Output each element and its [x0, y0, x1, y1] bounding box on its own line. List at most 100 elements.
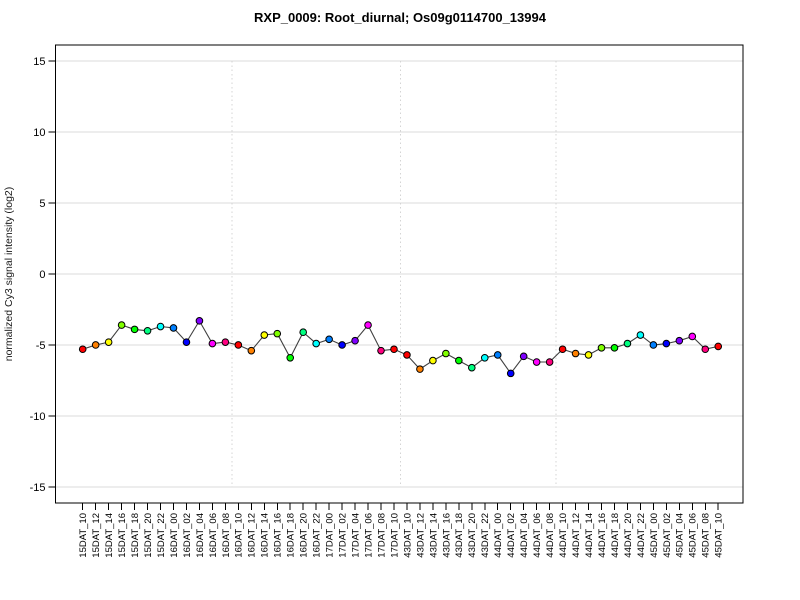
x-tick-label: 44DAT_06 — [532, 513, 543, 558]
data-point — [234, 341, 243, 349]
data-point — [156, 322, 165, 331]
data-point — [675, 336, 684, 345]
data-point — [130, 325, 139, 334]
data-point — [208, 339, 217, 348]
data-point — [455, 356, 463, 365]
data-point — [649, 341, 658, 349]
data-point — [325, 335, 333, 344]
x-tick-label: 45DAT_00 — [649, 513, 660, 558]
data-point — [364, 321, 372, 329]
data-point — [377, 346, 385, 355]
x-tick-label: 43DAT_10 — [402, 513, 413, 558]
data-point — [623, 339, 632, 348]
data-point — [78, 345, 87, 354]
data-point — [338, 341, 346, 349]
data-point — [571, 349, 580, 358]
x-tick-label: 43DAT_20 — [467, 513, 478, 558]
x-tick-label: 44DAT_16 — [597, 513, 608, 558]
data-point — [104, 338, 113, 346]
x-tick-label: 16DAT_10 — [234, 513, 245, 558]
data-point — [701, 345, 710, 354]
x-tick-label: 17DAT_02 — [338, 513, 349, 558]
x-tick-label: 43DAT_18 — [454, 513, 465, 558]
x-tick-label: 44DAT_02 — [506, 513, 517, 558]
data-point — [558, 345, 567, 354]
data-point — [273, 329, 282, 338]
data-point — [468, 363, 476, 372]
y-tick-label: -15 — [30, 482, 46, 494]
y-tick-label: -5 — [36, 340, 46, 352]
y-tick-label: 15 — [33, 56, 45, 68]
data-point — [416, 365, 424, 373]
data-point — [247, 346, 256, 355]
data-point — [143, 326, 152, 335]
x-tick-label: 17DAT_10 — [389, 513, 400, 558]
x-tick-label: 15DAT_16 — [117, 513, 128, 558]
data-point — [429, 356, 437, 365]
data-point — [312, 339, 320, 348]
data-point — [286, 353, 295, 362]
data-point — [506, 369, 515, 378]
data-point — [636, 331, 645, 339]
x-tick-label: 44DAT_10 — [558, 513, 569, 558]
data-point — [221, 338, 230, 346]
data-point — [493, 351, 502, 359]
x-tick-label: 16DAT_14 — [260, 513, 271, 558]
gridlines — [55, 60, 743, 488]
data-point — [260, 331, 269, 339]
data-point — [519, 352, 528, 361]
x-tick-label: 45DAT_06 — [688, 513, 699, 558]
x-tick-label: 44DAT_12 — [571, 513, 582, 558]
x-tick-label: 44DAT_18 — [610, 513, 621, 558]
x-tick-label: 16DAT_20 — [299, 513, 310, 558]
data-point — [545, 358, 554, 366]
data-point — [403, 351, 411, 359]
x-tick-label: 43DAT_16 — [441, 513, 452, 558]
x-tick-label: 17DAT_00 — [325, 513, 336, 558]
x-tick-label: 45DAT_10 — [714, 513, 725, 558]
x-tick-label: 17DAT_04 — [350, 513, 361, 558]
data-point — [195, 317, 204, 325]
x-tick-label: 16DAT_22 — [312, 513, 323, 558]
data-point — [688, 332, 697, 341]
x-tick-label: 16DAT_12 — [247, 513, 258, 558]
x-tick-label: 16DAT_16 — [273, 513, 284, 558]
x-tick-label: 15DAT_12 — [91, 513, 102, 558]
data-point — [117, 321, 126, 329]
x-tick-label: 45DAT_08 — [701, 513, 712, 558]
x-tick-label: 44DAT_04 — [519, 513, 530, 558]
data-point — [299, 328, 307, 337]
data-point — [714, 342, 723, 351]
x-tick-label: 15DAT_10 — [78, 513, 89, 558]
x-tick-label: 16DAT_04 — [195, 513, 206, 558]
x-tick-label: 15DAT_14 — [104, 513, 115, 558]
x-tick-label: 16DAT_18 — [286, 513, 297, 558]
data-point — [662, 339, 671, 348]
x-tick-label: 16DAT_02 — [182, 513, 193, 558]
x-tick-label: 16DAT_08 — [221, 513, 232, 558]
x-tick-label: 17DAT_08 — [376, 513, 387, 558]
data-point — [390, 345, 398, 354]
data-point — [610, 344, 619, 352]
data-point — [182, 338, 191, 346]
y-axis-title: normalized Cy3 signal intensity (log2) — [3, 187, 15, 362]
x-tick-label: 44DAT_14 — [584, 513, 595, 558]
data-series — [78, 317, 723, 378]
y-tick-label: 10 — [33, 127, 45, 139]
data-point — [480, 353, 489, 362]
x-tick-label: 15DAT_22 — [156, 513, 167, 558]
data-point — [91, 341, 100, 349]
x-tick-label: 17DAT_06 — [363, 513, 374, 558]
x-tick-label: 43DAT_14 — [428, 513, 439, 558]
x-tick-label: 16DAT_06 — [208, 513, 219, 558]
data-point — [597, 344, 606, 352]
data-point — [532, 358, 541, 366]
x-tick-label: 15DAT_20 — [143, 513, 154, 558]
x-tick-label: 15DAT_18 — [130, 513, 141, 558]
data-point — [169, 324, 178, 332]
x-tick-label: 16DAT_00 — [169, 513, 180, 558]
y-tick-label: 0 — [39, 269, 45, 281]
x-tick-label: 45DAT_04 — [675, 513, 686, 558]
x-tick-label: 43DAT_12 — [415, 513, 426, 558]
